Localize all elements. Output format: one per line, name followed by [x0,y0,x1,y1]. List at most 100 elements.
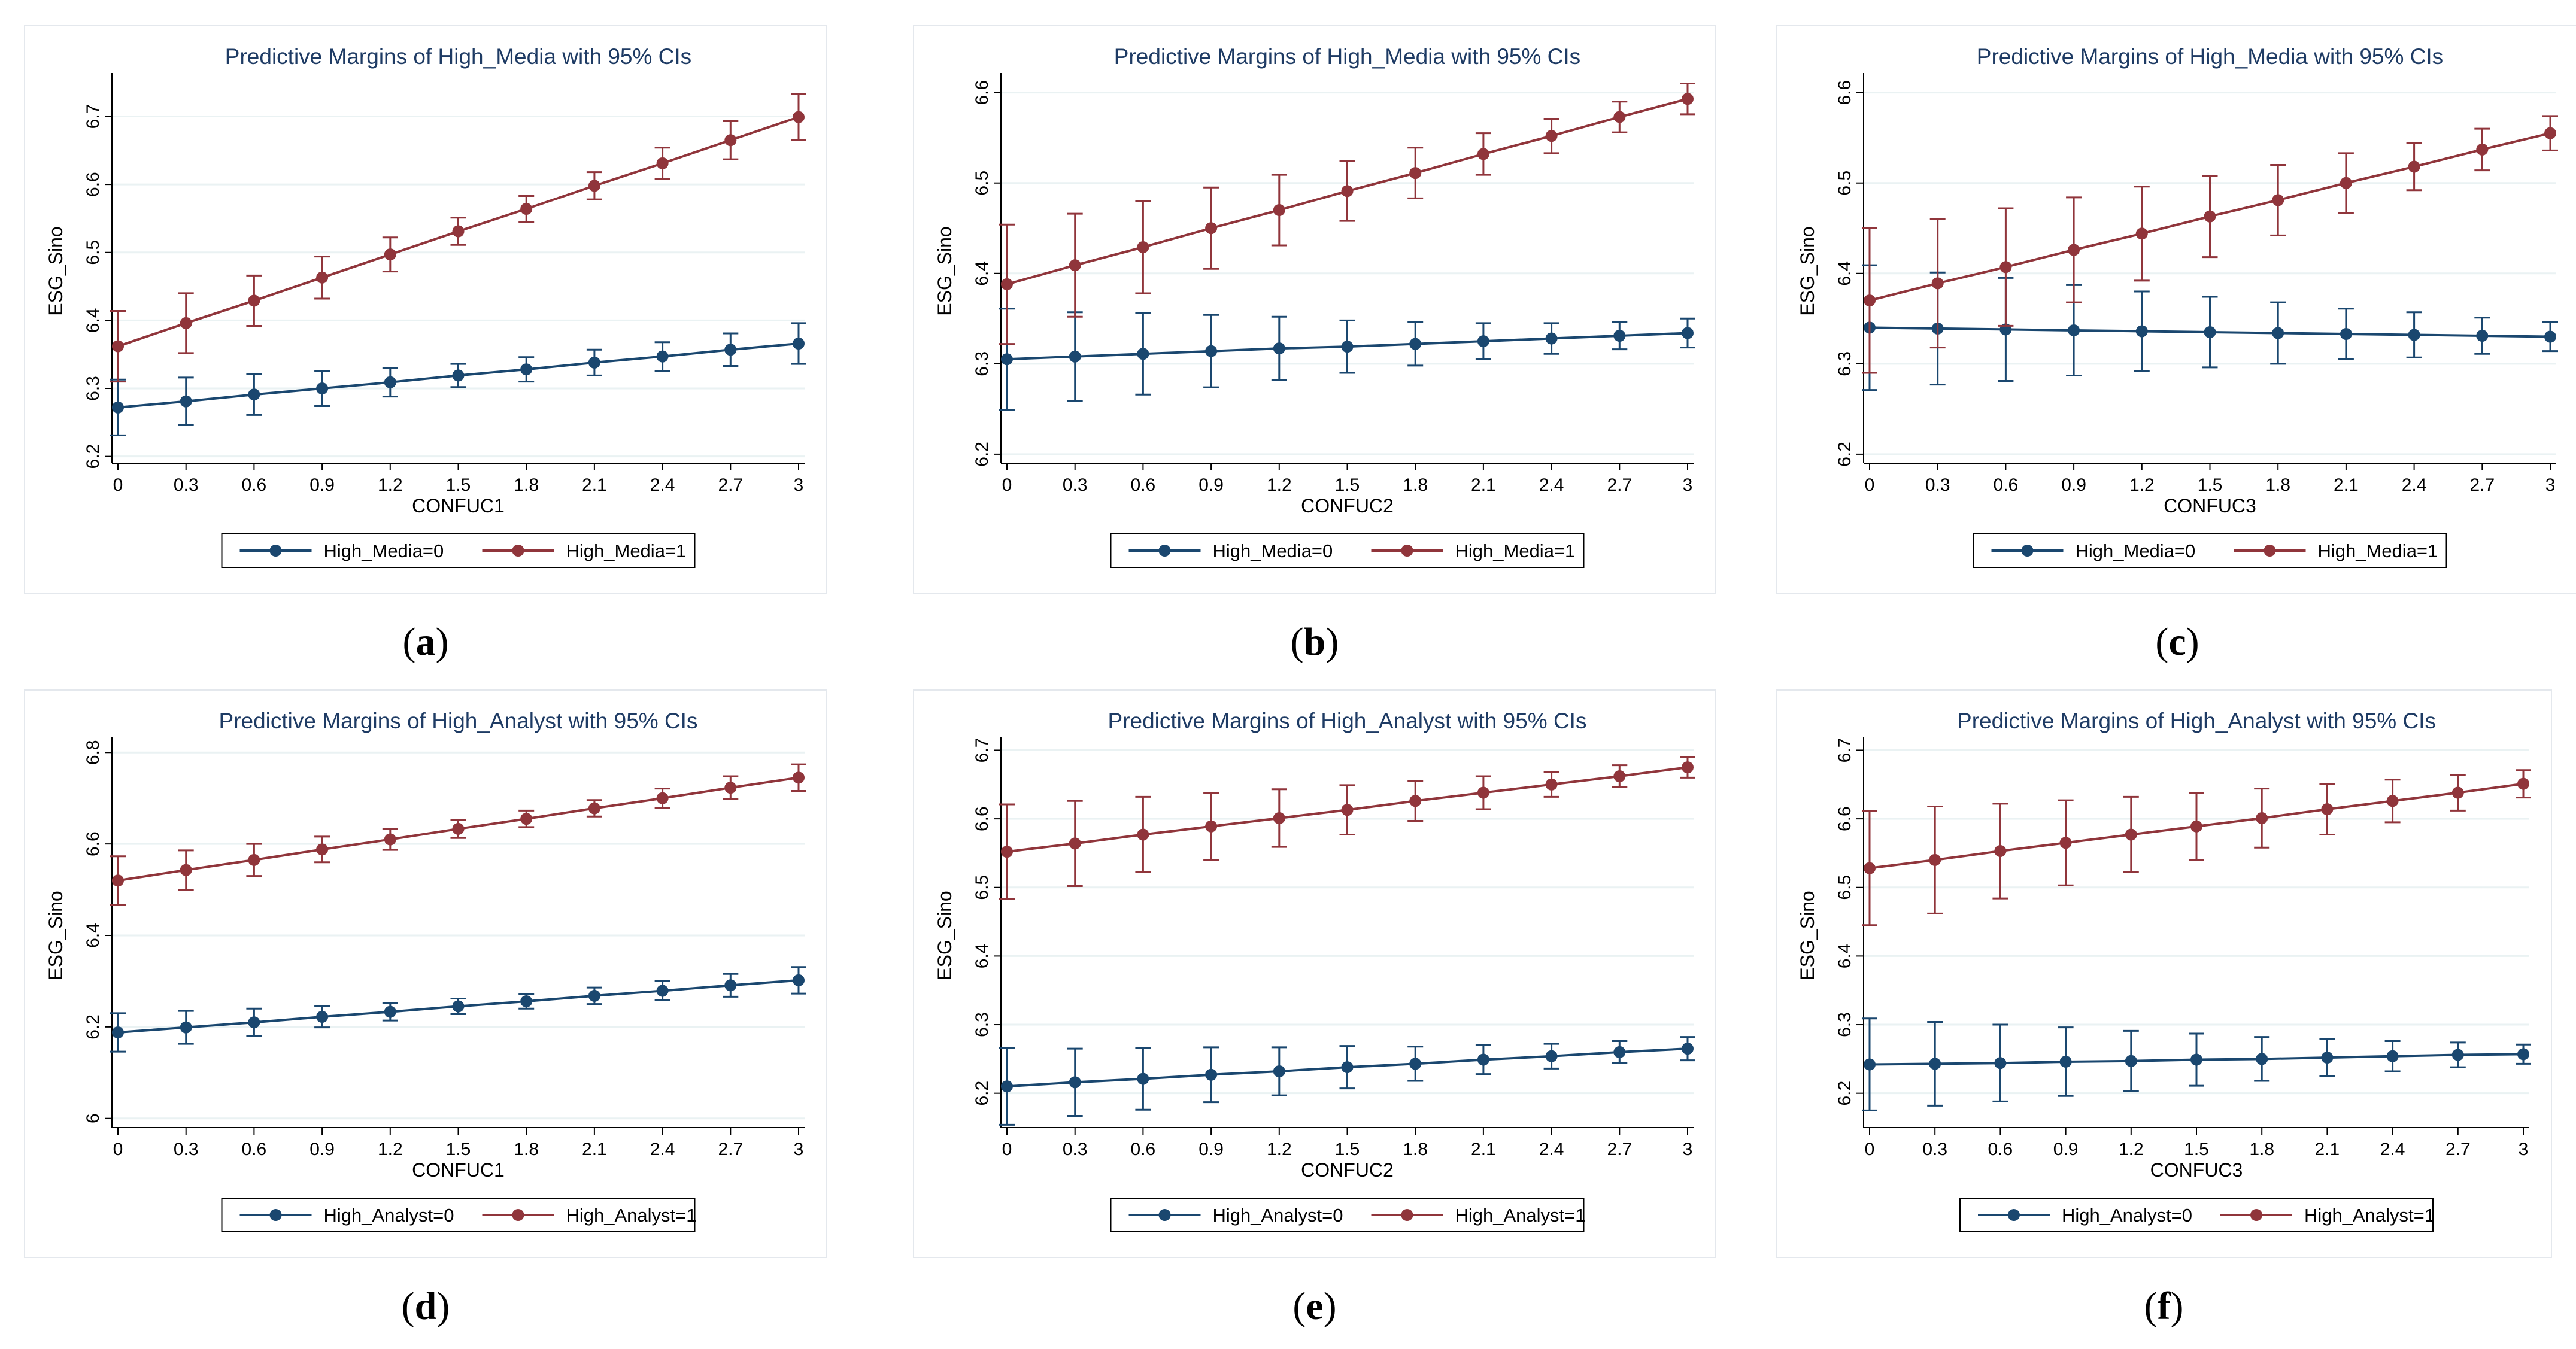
data-point [316,843,329,856]
y-tick-label: 6.2 [1835,1081,1855,1106]
x-tick-label: 0.9 [310,1140,335,1159]
data-point [248,388,260,401]
x-tick-label: 2.7 [2445,1140,2471,1159]
data-point [1273,1065,1285,1077]
data-point [1273,812,1285,824]
data-point [2544,127,2556,139]
y-axis-label: ESG_Sino [1797,226,1818,315]
y-axis-label: ESG_Sino [45,891,66,980]
legend-label: High_Analyst=1 [2304,1205,2435,1226]
panel-caption: (e) [1292,1284,1337,1328]
y-tick-label: 6.8 [83,740,103,765]
data-point [384,1005,396,1018]
x-tick-label: 2.1 [1471,475,1496,495]
data-point [2059,1055,2072,1068]
x-tick-label: 0 [1002,475,1012,495]
x-axis-label: CONFUC1 [412,1159,505,1181]
y-tick-label: 6.2 [83,1014,103,1040]
data-point [180,1021,192,1034]
x-tick-label: 1.8 [1403,475,1428,495]
data-point [1409,338,1422,350]
data-point [1613,770,1626,783]
data-point [2256,812,2268,824]
x-tick-label: 2.4 [650,475,675,495]
panel-caption: (a) [402,620,449,664]
data-point [656,985,669,997]
data-point [1069,259,1081,272]
data-point [2135,227,2148,240]
x-tick-label: 3 [1683,475,1693,495]
legend-label: High_Media=0 [324,540,444,561]
y-tick-label: 6.4 [1835,261,1855,286]
x-tick-label: 1.5 [2198,475,2223,495]
x-tick-label: 1.2 [378,475,403,495]
data-point [1994,844,2007,857]
x-tick-label: 0 [113,475,123,495]
data-point [1477,148,1489,160]
x-tick-label: 3 [2519,1140,2529,1159]
x-tick-label: 1.5 [1335,475,1360,495]
y-tick-label: 6.2 [83,444,103,469]
x-tick-label: 0 [1865,1140,1875,1159]
data-point [316,382,329,395]
x-tick-label: 3 [794,1140,804,1159]
legend-item: High_Media=0 [1991,540,2195,561]
data-point [248,294,260,307]
x-tick-label: 0.3 [1063,1140,1088,1159]
data-point [2256,1053,2268,1065]
legend-label: High_Media=1 [1455,540,1576,561]
x-tick-label: 2.1 [1471,1140,1496,1159]
x-tick-label: 0.3 [1063,475,1088,495]
data-point [2204,326,2216,338]
x-axis-label: CONFUC2 [1301,1159,1394,1181]
x-tick-label: 2.4 [2402,475,2427,495]
data-point [2068,244,2080,256]
data-point [1341,185,1354,198]
data-point [112,1026,124,1039]
legend-item: High_Media=0 [1128,540,1333,561]
data-point [1001,278,1013,290]
panel-caption-letter: d [414,1284,437,1328]
y-tick-label: 6.3 [1835,1012,1855,1037]
chart-svg-e: Predictive Margins of High_Analyst with … [934,709,1695,1232]
data-point [724,979,737,992]
x-tick-label: 3 [1683,1140,1693,1159]
data-point [656,157,669,169]
y-tick-label: 6.7 [1835,738,1855,763]
legend: High_Media=0 High_Media=1 [1973,533,2447,568]
data-point [1613,1046,1626,1058]
data-point [520,363,533,376]
data-point [180,864,192,876]
data-point [248,1016,260,1029]
x-tick-label: 1.5 [446,1140,471,1159]
data-point [180,317,192,329]
data-point [2190,1053,2202,1066]
x-tick-label: 0.3 [1925,475,1950,495]
data-point [1929,1058,1941,1070]
data-point [1205,820,1218,833]
x-tick-label: 0.9 [2053,1140,2079,1159]
chart-title: Predictive Margins of High_Media with 95… [1977,44,2443,69]
panel-caption-letter: e [1306,1284,1324,1328]
data-point [2451,1049,2464,1061]
data-point [1409,795,1422,807]
data-point [112,874,124,887]
data-point [588,802,600,815]
chart-svg-b: Predictive Margins of High_Media with 95… [934,44,1695,568]
y-tick-label: 6.3 [972,1012,992,1037]
x-tick-label: 1.8 [514,475,539,495]
data-point [384,833,396,846]
data-point [1273,204,1285,217]
x-tick-label: 0.9 [310,475,335,495]
x-axis-label: CONFUC3 [2164,495,2256,516]
data-point [2386,795,2399,807]
y-tick-label: 6.6 [83,172,103,197]
data-point [1341,341,1354,353]
x-tick-label: 0.6 [1131,475,1156,495]
x-tick-label: 1.5 [2184,1140,2209,1159]
y-axis-label: ESG_Sino [934,891,955,980]
legend-item: High_Analyst=1 [1371,1205,1586,1226]
chart-svg-c: Predictive Margins of High_Media with 95… [1797,44,2558,568]
data-point [2059,837,2072,849]
x-tick-label: 2.4 [1539,475,1564,495]
